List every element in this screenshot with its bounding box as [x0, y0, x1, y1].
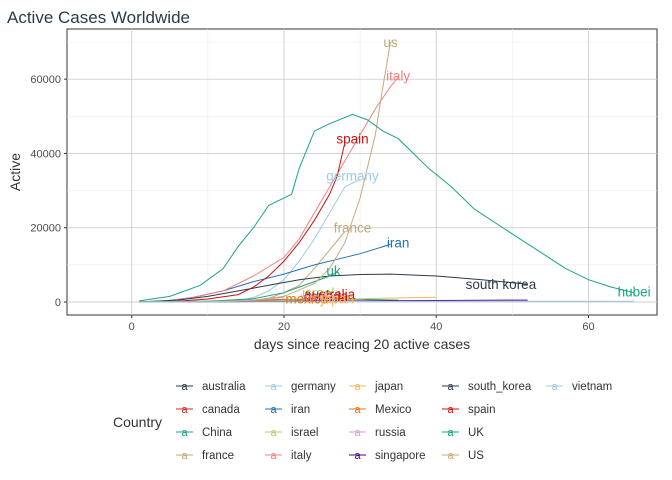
y-tick-label: 20000	[30, 223, 61, 235]
legend-key-glyph: a	[354, 404, 361, 416]
legend-key-glyph: a	[270, 450, 277, 462]
line-label-us: us	[383, 35, 398, 50]
legend-key-glyph: a	[270, 404, 277, 416]
x-tick-label: 0	[129, 321, 135, 333]
legend-title: Country	[113, 414, 162, 430]
legend-key-glyph: a	[270, 381, 277, 393]
line-label-iran: iran	[387, 236, 410, 251]
legend-key-glyph: a	[551, 381, 558, 393]
series-line-spain	[139, 142, 346, 303]
x-tick-label: 20	[278, 321, 290, 333]
legend-label-russia: russia	[375, 427, 406, 439]
legend-key-glyph: a	[447, 427, 454, 439]
series-line-us	[139, 41, 391, 303]
series-line-germany	[139, 178, 361, 303]
line-label-canada: canada	[304, 289, 349, 304]
series-line-vietnam	[139, 300, 635, 303]
x-tick-label: 40	[430, 321, 442, 333]
legend-key-glyph: a	[270, 427, 277, 439]
line-label-germany: germany	[326, 169, 379, 184]
legend-key-glyph: a	[447, 450, 454, 462]
legend-label-australia: australia	[202, 381, 246, 393]
legend-key-glyph: a	[354, 381, 361, 393]
line-label-spain: spain	[336, 132, 368, 147]
legend-key-glyph: a	[181, 450, 188, 462]
legend-key-glyph: a	[447, 404, 454, 416]
x-tick-label: 60	[582, 321, 594, 333]
legend-label-uk: UK	[468, 427, 484, 439]
legend-label-spain: spain	[468, 404, 496, 416]
legend-label-china: China	[202, 427, 233, 439]
legend-label-south_korea: south_korea	[468, 381, 532, 393]
y-tick-label: 60000	[30, 74, 61, 86]
line-label-hubei: hubei	[618, 285, 651, 300]
line-label-uk: uk	[326, 263, 341, 278]
line-label-south-korea: south korea	[466, 277, 537, 292]
legend-label-vietnam: vietnam	[572, 381, 612, 393]
legend-key-glyph: a	[354, 450, 361, 462]
legend-label-germany: germany	[291, 381, 336, 393]
line-label-mexico: mexico	[285, 291, 328, 306]
line-label-japan: japan	[320, 292, 354, 307]
legend-label-iran: iran	[291, 404, 310, 416]
y-tick-label: 0	[55, 297, 61, 309]
line-label-france: france	[334, 221, 372, 236]
legend-label-singapore: singapore	[375, 450, 426, 462]
legend-label-italy: italy	[291, 450, 312, 462]
line-label-italy: italy	[386, 68, 410, 83]
line-label-australia: australia	[304, 287, 356, 302]
series-line-italy	[139, 76, 399, 303]
line-label-russia: russia	[300, 291, 337, 306]
line-label-israel: israel	[302, 285, 334, 300]
legend-label-israel: israel	[291, 427, 318, 439]
legend-label-mexico: Mexico	[375, 404, 411, 416]
legend-label-france: france	[202, 450, 234, 462]
legend-label-japan: japan	[374, 381, 403, 393]
legend-key-glyph: a	[181, 404, 188, 416]
y-tick-label: 40000	[30, 148, 61, 160]
legend-key-glyph: a	[181, 381, 188, 393]
legend-key-glyph: a	[447, 381, 454, 393]
y-axis-title: Active	[7, 153, 23, 191]
legend-key-glyph: a	[354, 427, 361, 439]
legend-key-glyph: a	[181, 427, 188, 439]
legend-label-us: US	[468, 450, 484, 462]
chart-title: Active Cases Worldwide	[7, 8, 190, 27]
legend-label-canada: canada	[202, 404, 240, 416]
plot-panel	[66, 28, 658, 316]
series-line-south_korea	[139, 273, 528, 303]
series-line-hubei	[139, 113, 635, 302]
x-axis-title: days since reacing 20 active cases	[254, 336, 470, 352]
